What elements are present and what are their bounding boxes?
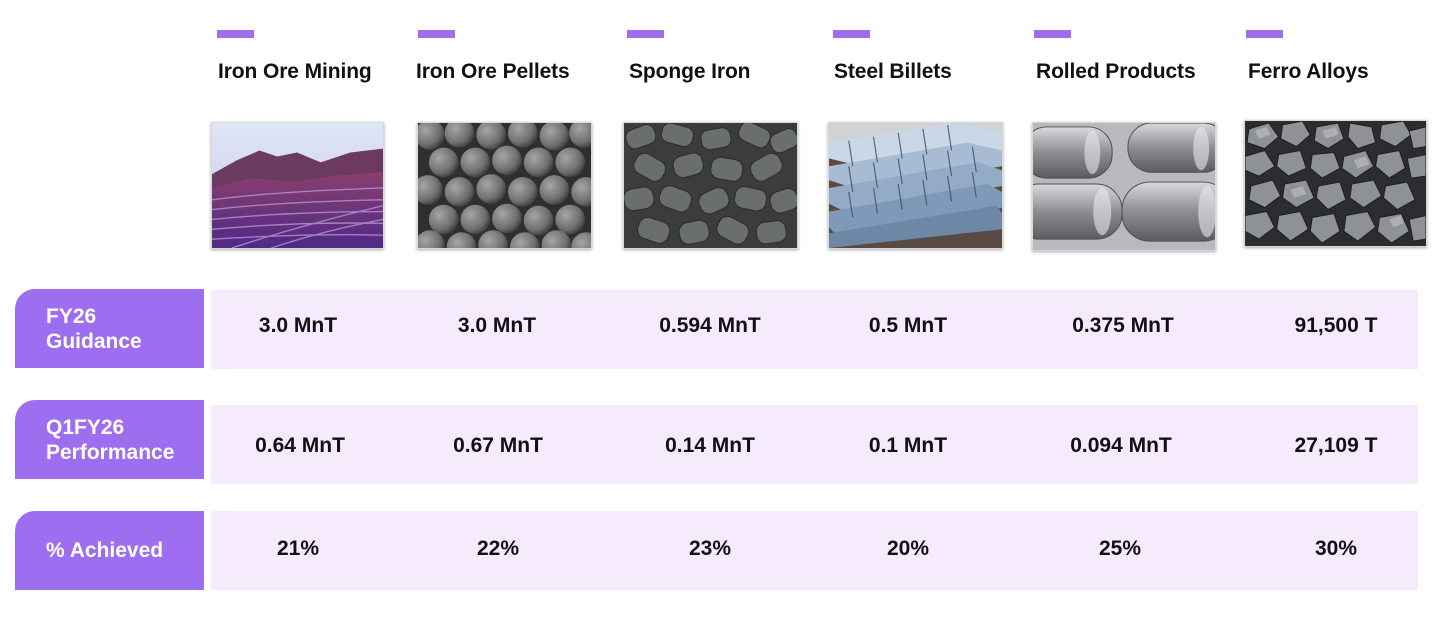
iron-ore-pellets-image bbox=[417, 122, 592, 249]
accent-bar bbox=[627, 30, 664, 38]
row-label-percent-achieved: % Achieved bbox=[15, 511, 204, 590]
cell-pct-steel-billets: 20% bbox=[886, 537, 930, 560]
open-pit-mine-image bbox=[211, 122, 384, 249]
column-title: Sponge Iron bbox=[629, 60, 751, 83]
cell-fy26-iron-ore-pellets: 3.0 MnT bbox=[457, 314, 537, 337]
row-label-fy26-guidance: FY26 Guidance bbox=[15, 289, 204, 368]
row-label-line: % Achieved bbox=[46, 539, 164, 562]
cell-pct-iron-ore-pellets: 22% bbox=[476, 537, 520, 560]
cell-q1-iron-ore-mining: 0.64 MnT bbox=[255, 434, 345, 457]
cell-fy26-steel-billets: 0.5 MnT bbox=[868, 314, 948, 337]
row-label-line: Guidance bbox=[46, 329, 142, 353]
ferro-alloys-image bbox=[1244, 120, 1427, 247]
cell-fy26-iron-ore-mining: 3.0 MnT bbox=[258, 314, 338, 337]
accent-bar bbox=[833, 30, 870, 38]
cell-q1-sponge-iron: 0.14 MnT bbox=[665, 434, 755, 457]
accent-bar bbox=[418, 30, 455, 38]
row-label-line: Q1FY26 bbox=[46, 415, 125, 439]
cell-q1-ferro-alloys: 27,109 T bbox=[1294, 434, 1378, 457]
cell-pct-sponge-iron: 23% bbox=[688, 537, 732, 560]
row-band-percent-achieved bbox=[211, 511, 1418, 590]
sponge-iron-image bbox=[623, 122, 798, 249]
accent-bar bbox=[1246, 30, 1283, 38]
cell-q1-iron-ore-pellets: 0.67 MnT bbox=[453, 434, 543, 457]
cell-fy26-rolled-products: 0.375 MnT bbox=[1072, 314, 1174, 337]
steel-billets-image bbox=[828, 122, 1003, 249]
cell-q1-rolled-products: 0.094 MnT bbox=[1070, 434, 1172, 457]
steel-coils-image bbox=[1032, 122, 1216, 251]
column-title: Rolled Products bbox=[1036, 60, 1196, 83]
column-title: Iron Ore Mining bbox=[218, 60, 372, 83]
cell-pct-rolled-products: 25% bbox=[1098, 537, 1142, 560]
row-label-line: Performance bbox=[46, 440, 175, 464]
column-title: Iron Ore Pellets bbox=[416, 60, 570, 83]
cell-fy26-sponge-iron: 0.594 MnT bbox=[659, 314, 761, 337]
row-band-q1fy26-performance bbox=[211, 405, 1418, 484]
cell-fy26-ferro-alloys: 91,500 T bbox=[1294, 314, 1378, 337]
cell-pct-ferro-alloys: 30% bbox=[1314, 537, 1358, 560]
column-title: Steel Billets bbox=[834, 60, 952, 83]
column-title: Ferro Alloys bbox=[1248, 60, 1369, 83]
row-label-q1fy26-performance: Q1FY26 Performance bbox=[15, 400, 204, 479]
row-band-fy26-guidance bbox=[211, 290, 1418, 369]
cell-pct-iron-ore-mining: 21% bbox=[276, 537, 320, 560]
accent-bar bbox=[1034, 30, 1071, 38]
row-label-line: FY26 bbox=[46, 304, 97, 328]
cell-q1-steel-billets: 0.1 MnT bbox=[868, 434, 948, 457]
accent-bar bbox=[217, 30, 254, 38]
